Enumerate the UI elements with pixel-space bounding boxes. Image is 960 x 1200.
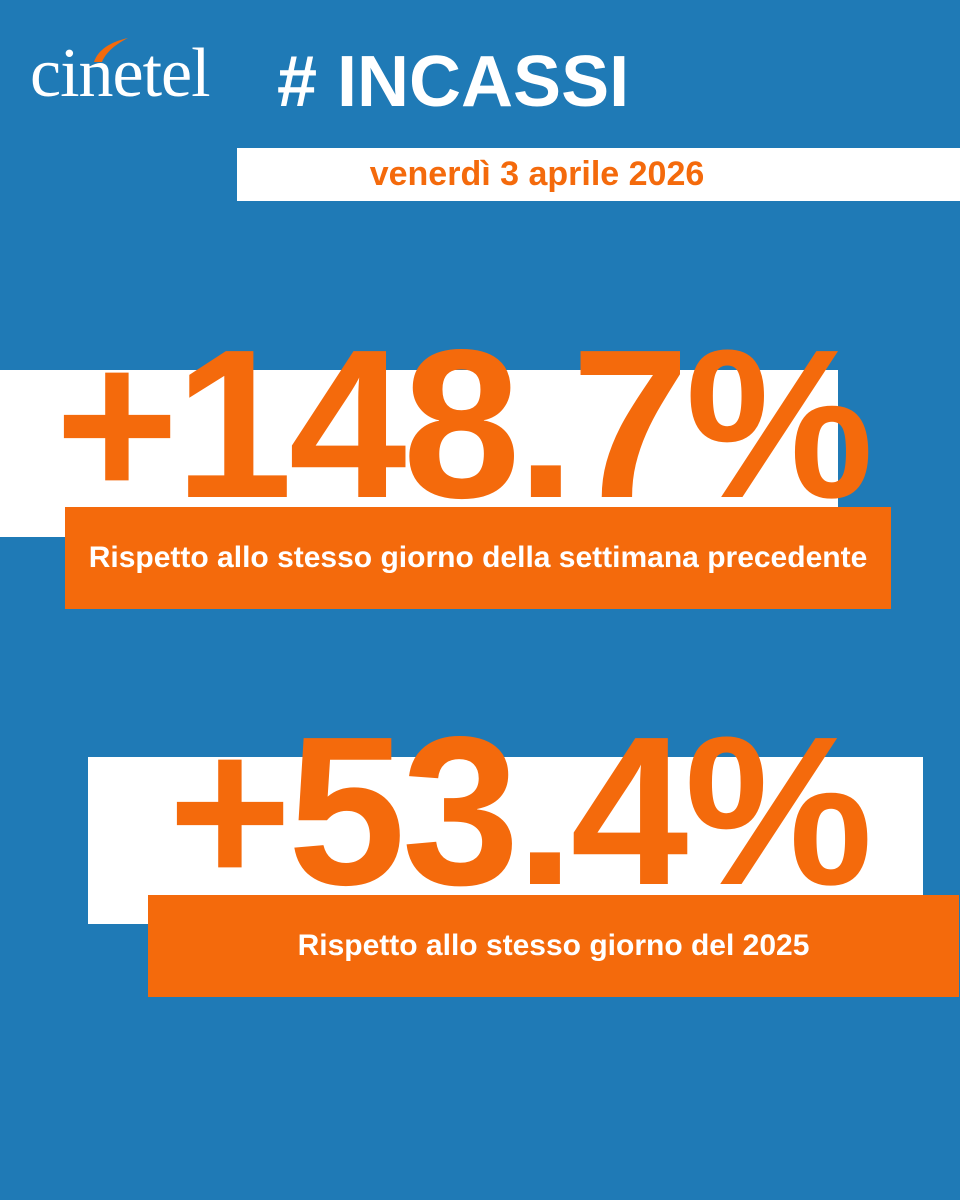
stat-2-caption-bar: Rispetto allo stesso giorno del 2025 [148,895,959,997]
logo-flame-icon [94,38,128,62]
stat-2-value: +53.4% [168,692,873,929]
hashtag-title: # INCASSI [277,42,630,122]
date-banner: venerdì 3 aprile 2026 [237,148,960,201]
stat-1-caption-bar: Rispetto allo stesso giorno della settim… [65,507,891,609]
stat-1-caption: Rispetto allo stesso giorno della settim… [88,541,868,574]
logo-wordmark: cinetel [30,35,211,112]
cinetel-logo: cinetel [30,30,630,120]
stat-1-value: +148.7% [55,305,874,542]
date-label: venerdì 3 aprile 2026 [369,155,705,193]
stat-2-caption: Rispetto allo stesso giorno del 2025 [297,929,810,962]
